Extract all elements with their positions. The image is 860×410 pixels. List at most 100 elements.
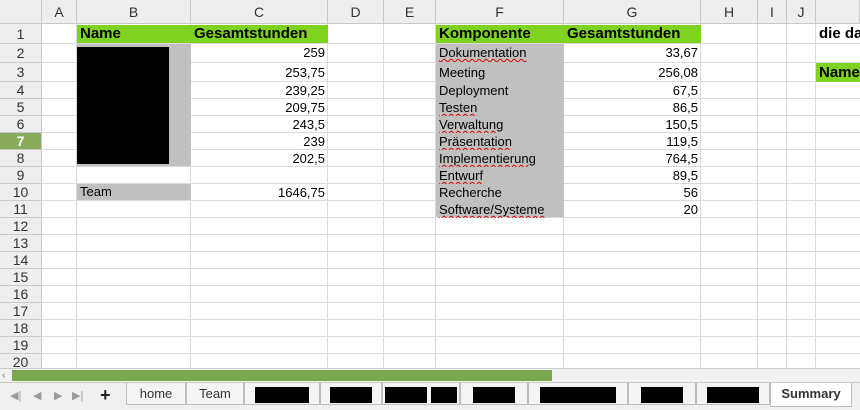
cell-c3[interactable]: 253,75 [285, 65, 325, 80]
row-header-8[interactable]: 8 [0, 150, 42, 167]
column-header-h[interactable]: H [701, 0, 758, 24]
cell-f1-component-header[interactable]: Komponente [436, 25, 564, 43]
gridline [76, 24, 77, 368]
cell-k3[interactable]: Name [816, 63, 860, 82]
tab-redacted-7[interactable] [696, 383, 770, 405]
gridline [42, 268, 860, 269]
cell-c5[interactable]: 209,75 [285, 100, 325, 115]
row-header-20[interactable]: 20 [0, 354, 42, 368]
spreadsheet-grid[interactable]: A B C D E F G H I J 1 2 3 4 5 6 7 8 9 10… [0, 0, 860, 368]
tab-redacted-2[interactable] [320, 383, 382, 405]
row-header-14[interactable]: 14 [0, 252, 42, 269]
row-header-3[interactable]: 3 [0, 63, 42, 82]
first-sheet-icon[interactable]: ◀| [10, 390, 22, 402]
gridline [42, 234, 860, 235]
cell-b10-team[interactable]: Team [77, 184, 191, 200]
scroll-left-icon[interactable]: ‹ [2, 370, 6, 381]
gridline [42, 302, 860, 303]
column-header-j[interactable]: J [787, 0, 816, 24]
horizontal-scrollbar[interactable]: ‹ [0, 368, 860, 382]
cell-f11[interactable]: Software/Systeme [436, 201, 564, 218]
spellcheck-underline [77, 155, 123, 165]
cell-g2[interactable]: 33,67 [665, 45, 698, 60]
row-header-17[interactable]: 17 [0, 303, 42, 320]
redacted-block [385, 386, 428, 403]
row-header-16[interactable]: 16 [0, 286, 42, 303]
row-header-1[interactable]: 1 [0, 24, 42, 44]
cell-c8[interactable]: 202,5 [292, 151, 325, 166]
row-header-5[interactable]: 5 [0, 99, 42, 116]
gridline [42, 217, 860, 218]
column-header-g[interactable]: G [564, 0, 701, 24]
cell-f8[interactable]: Implementierung [436, 150, 564, 167]
cell-b1-name-header[interactable]: Name [77, 25, 191, 43]
gridline [786, 24, 787, 368]
cell-f5[interactable]: Testen [436, 99, 564, 116]
row-header-9[interactable]: 9 [0, 167, 42, 184]
row-header-4[interactable]: 4 [0, 82, 42, 99]
row-header-19[interactable]: 19 [0, 337, 42, 354]
column-header-c[interactable]: C [191, 0, 328, 24]
row-header-6[interactable]: 6 [0, 116, 42, 133]
prev-sheet-icon[interactable]: ◀ [33, 390, 42, 402]
column-header-k[interactable] [816, 0, 860, 24]
gridline [42, 43, 860, 44]
cell-f9-text: Entwurf [439, 168, 484, 183]
cell-f10[interactable]: Recherche [439, 185, 502, 200]
tab-redacted-5[interactable] [528, 383, 628, 405]
add-sheet-icon[interactable]: + [100, 385, 111, 405]
select-all-corner[interactable] [0, 0, 42, 24]
cell-g7[interactable]: 119,5 [666, 134, 698, 149]
cell-g5[interactable]: 86,5 [672, 100, 698, 115]
cell-c10-team-total[interactable]: 1646,75 [278, 185, 325, 200]
tab-redacted-3[interactable] [382, 383, 460, 405]
cell-g3[interactable]: 256,08 [658, 65, 698, 80]
tab-redacted-4[interactable] [460, 383, 528, 405]
cell-g10[interactable]: 56 [683, 185, 698, 200]
row-header-11[interactable]: 11 [0, 201, 42, 218]
gridline [42, 336, 860, 337]
row-header-7[interactable]: 7 [0, 133, 42, 150]
row-header-10[interactable]: 10 [0, 184, 42, 201]
cell-c7[interactable]: 239 [303, 134, 325, 149]
column-header-a[interactable]: A [42, 0, 77, 24]
row-header-12[interactable]: 12 [0, 218, 42, 235]
cell-k1[interactable]: die da [819, 25, 860, 42]
column-header-i[interactable]: I [758, 0, 787, 24]
column-header-d[interactable]: D [328, 0, 384, 24]
tab-redacted-1[interactable] [244, 383, 320, 405]
cell-g1-hours-header[interactable]: Gesamtstunden [564, 25, 701, 43]
tab-summary[interactable]: Summary [770, 383, 852, 407]
cell-c4[interactable]: 239,25 [285, 83, 325, 98]
cell-f7[interactable]: Präsentation [436, 133, 564, 150]
next-sheet-icon[interactable]: ▶ [54, 390, 63, 402]
cell-g6[interactable]: 150,5 [665, 117, 698, 132]
row-header-13[interactable]: 13 [0, 235, 42, 252]
tab-home[interactable]: home [126, 383, 186, 405]
column-header-b[interactable]: B [77, 0, 191, 24]
tab-team[interactable]: Team [186, 383, 244, 405]
cell-g11[interactable]: 20 [683, 202, 698, 217]
row-header-15[interactable]: 15 [0, 269, 42, 286]
column-header-f[interactable]: F [436, 0, 564, 24]
cell-f6[interactable]: Verwaltung [436, 116, 564, 133]
scrollbar-thumb[interactable] [12, 370, 552, 381]
cell-f2[interactable]: Dokumentation [436, 44, 564, 62]
row-header-18[interactable]: 18 [0, 320, 42, 337]
tab-redacted-6[interactable] [628, 383, 696, 405]
cell-f3[interactable]: Meeting [439, 65, 486, 80]
cell-g9[interactable]: 89,5 [672, 168, 698, 183]
cell-c2[interactable]: 259 [303, 45, 325, 60]
component-column-bg [436, 44, 564, 217]
cell-f9[interactable]: Entwurf [436, 167, 564, 184]
cell-g4[interactable]: 67,5 [672, 83, 698, 98]
cell-g8[interactable]: 764,5 [665, 151, 698, 166]
last-sheet-icon[interactable]: ▶| [72, 390, 84, 402]
cell-c6[interactable]: 243,5 [292, 117, 325, 132]
cell-c1-hours-header[interactable]: Gesamtstunden [191, 25, 328, 43]
cell-f4[interactable]: Deployment [439, 83, 509, 98]
column-header-e[interactable]: E [384, 0, 436, 24]
gridline [757, 24, 758, 368]
row-header-2[interactable]: 2 [0, 44, 42, 63]
cell-f6-text: Verwaltung [439, 117, 504, 132]
